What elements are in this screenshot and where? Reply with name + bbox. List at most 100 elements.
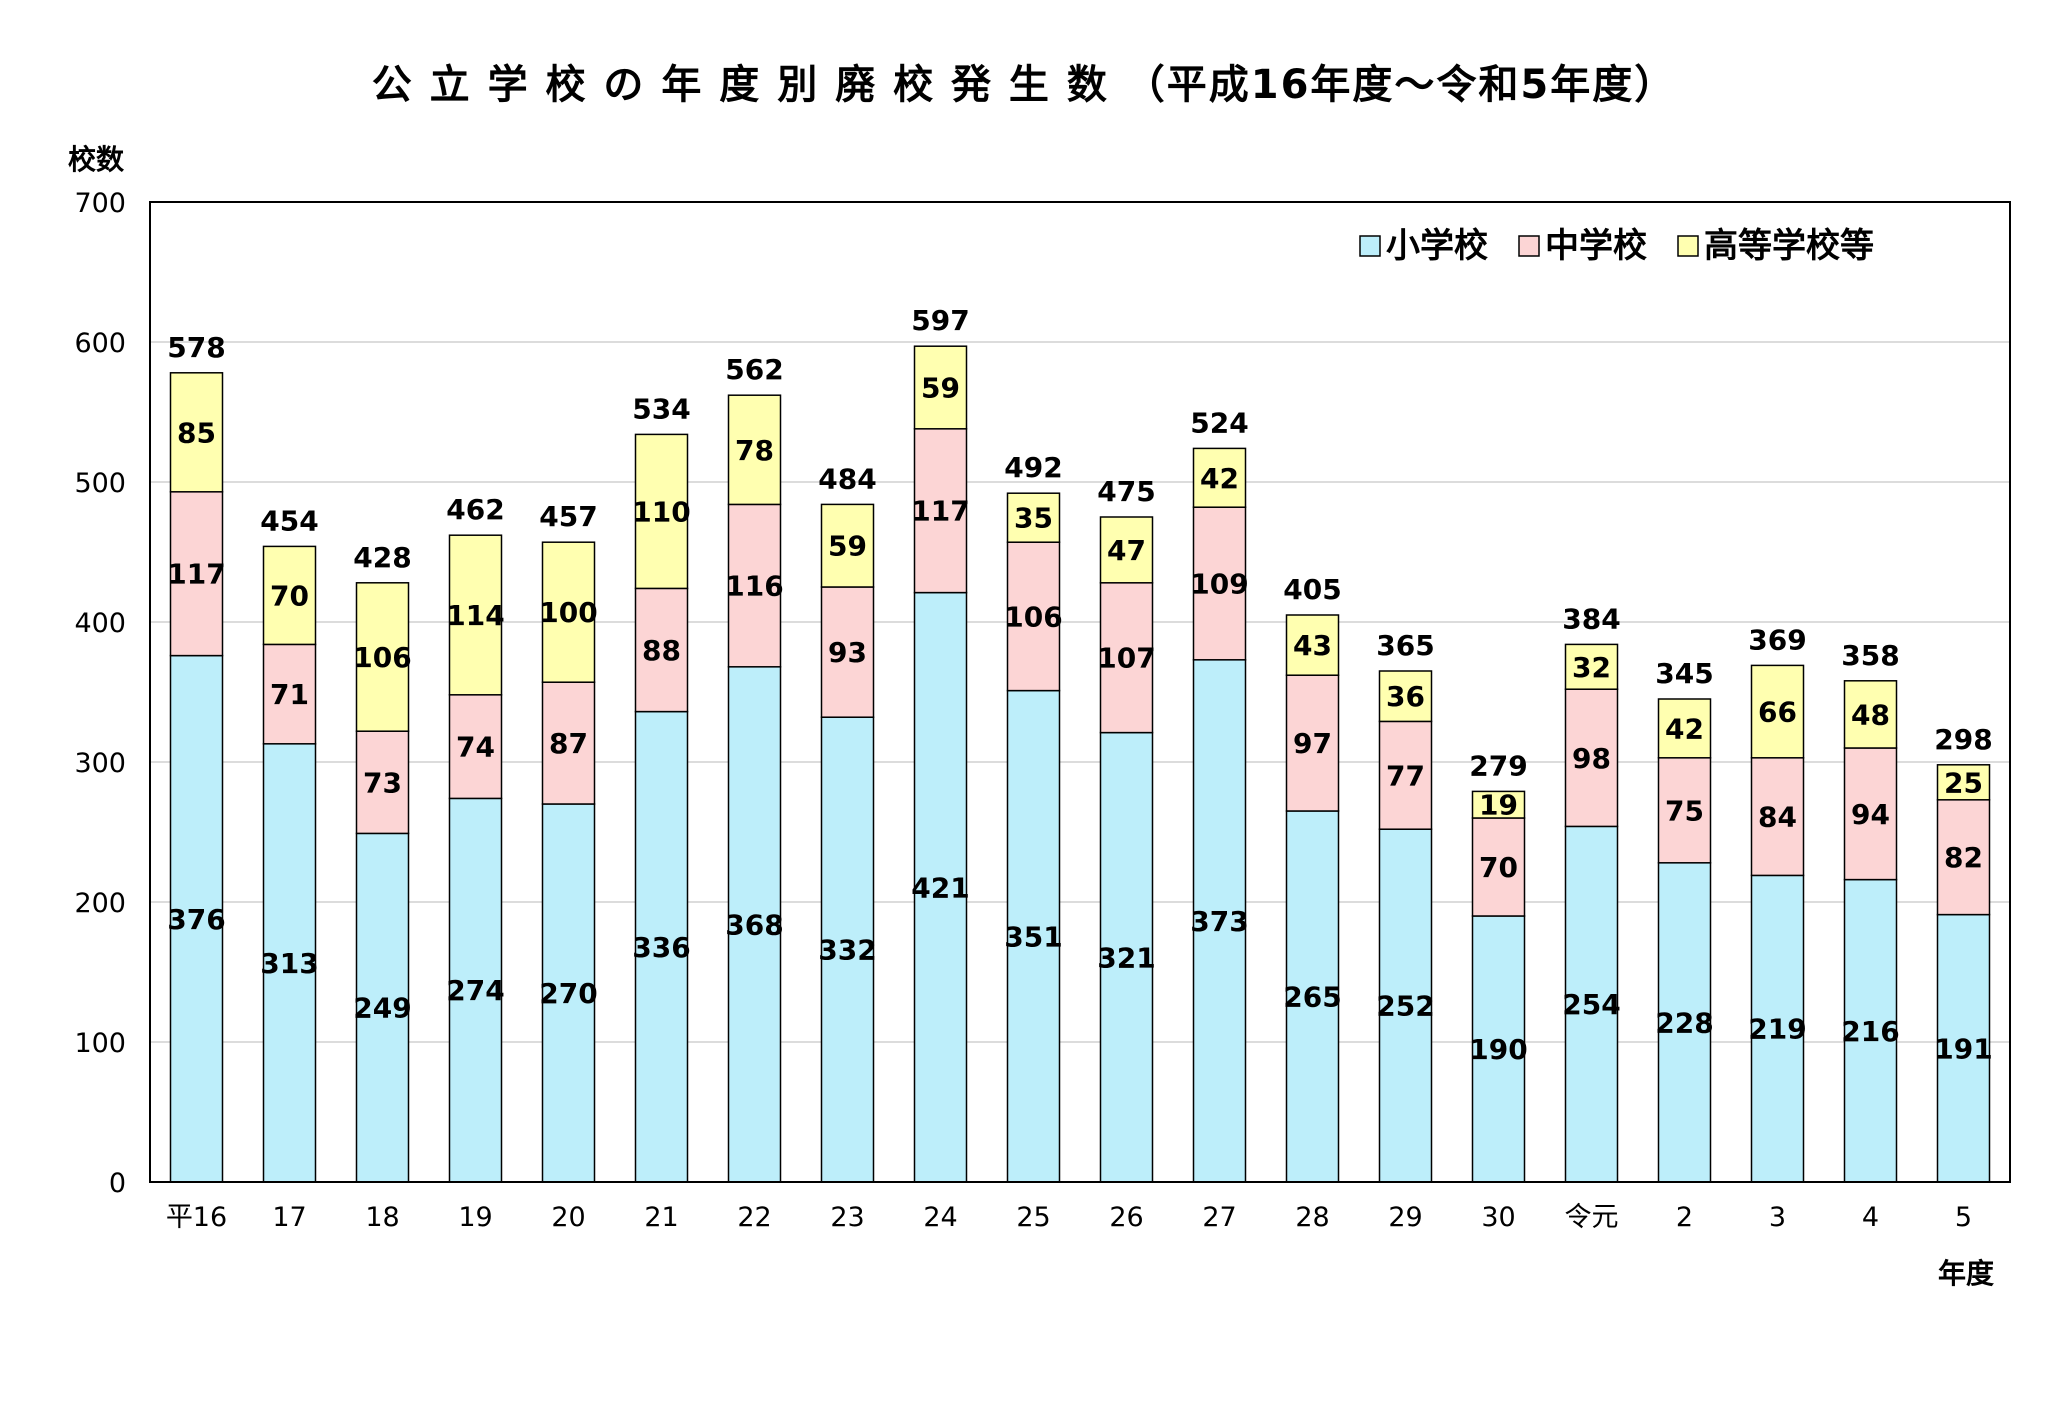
x-tick-label: 18 <box>365 1202 399 1233</box>
data-label: 75 <box>1665 794 1704 827</box>
bar-segment <box>1099 731 1154 1183</box>
bar-segment <box>1657 757 1712 864</box>
bar-segment <box>448 534 503 696</box>
bar-segment <box>820 716 875 1183</box>
x-tick-label: 30 <box>1481 1202 1515 1233</box>
bar-segment <box>1750 757 1805 877</box>
data-label: 59 <box>828 530 867 563</box>
chart-title: 公 立 学 校 の 年 度 別 廃 校 発 生 数 （平成16年度～令和5年度） <box>371 62 1677 108</box>
bar-segment <box>1099 516 1154 584</box>
data-label: 321 <box>1097 941 1155 974</box>
bar-segment <box>1192 447 1247 508</box>
bar-segment <box>169 654 224 1183</box>
legend-swatch <box>1359 235 1381 257</box>
bar-segment <box>541 541 596 683</box>
bar-segment <box>541 803 596 1183</box>
x-tick-label: 20 <box>551 1202 585 1233</box>
y-tick-label: 500 <box>74 468 126 499</box>
x-tick-label: 19 <box>458 1202 492 1233</box>
data-label: 97 <box>1293 727 1332 760</box>
bar-segment <box>1471 915 1526 1183</box>
gridlines <box>150 341 2010 1043</box>
bar-segment <box>448 694 503 800</box>
data-label: 274 <box>446 974 504 1007</box>
data-label: 25 <box>1944 766 1983 799</box>
x-tick-label: 3 <box>1769 1202 1786 1233</box>
bar-segment <box>262 643 317 745</box>
bar-segment <box>262 545 317 646</box>
x-axis-label: 年度 <box>1938 1257 1995 1290</box>
data-label: 110 <box>632 495 690 528</box>
data-label: 106 <box>1004 600 1062 633</box>
bar-segment <box>262 743 317 1183</box>
bar-segment <box>1564 825 1619 1183</box>
data-label: 77 <box>1386 759 1425 792</box>
data-label: 100 <box>539 596 597 629</box>
data-label: 254 <box>1562 988 1620 1021</box>
total-label: 597 <box>911 304 969 337</box>
data-label: 71 <box>270 678 309 711</box>
data-label: 78 <box>735 434 774 467</box>
data-label: 109 <box>1190 568 1248 601</box>
data-label: 36 <box>1386 680 1425 713</box>
data-label: 332 <box>818 934 876 967</box>
data-label: 373 <box>1190 905 1248 938</box>
y-tick-label: 700 <box>74 188 126 219</box>
total-label: 457 <box>539 500 597 533</box>
data-label: 73 <box>363 766 402 799</box>
data-label: 107 <box>1097 642 1155 675</box>
bars: 376 117 85 578 313 71 70 454 249 73 106 428 274 74 114… <box>167 304 1993 1183</box>
total-label: 384 <box>1562 602 1620 635</box>
bar-segment <box>448 797 503 1183</box>
bar-segment <box>541 681 596 805</box>
data-label: 114 <box>446 599 504 632</box>
bar-segment <box>355 582 410 732</box>
data-label: 252 <box>1376 990 1434 1023</box>
bar-segment <box>1843 747 1898 881</box>
data-label: 421 <box>911 871 969 904</box>
legend-entry: 中学校 <box>1545 226 1647 266</box>
bar-segment <box>1843 680 1898 749</box>
bar-segment <box>1564 643 1619 690</box>
y-tick-label: 400 <box>74 608 126 639</box>
data-label: 93 <box>828 636 867 669</box>
legend-entry: 小学校 <box>1386 226 1488 266</box>
legend-swatch <box>1518 235 1540 257</box>
data-label: 42 <box>1665 712 1704 745</box>
data-label: 74 <box>456 731 495 764</box>
data-label: 336 <box>632 931 690 964</box>
x-tick-label: 22 <box>737 1202 771 1233</box>
y-tick-label: 0 <box>109 1168 126 1199</box>
x-tick-label: 平16 <box>166 1202 227 1233</box>
data-label: 32 <box>1572 651 1611 684</box>
data-label: 66 <box>1758 696 1797 729</box>
total-label: 369 <box>1748 623 1806 656</box>
x-tick-label: 17 <box>272 1202 306 1233</box>
data-label: 88 <box>642 634 681 667</box>
x-tick-label: 29 <box>1388 1202 1422 1233</box>
bar-segment <box>1006 689 1061 1183</box>
data-label: 59 <box>921 372 960 405</box>
data-label: 47 <box>1107 534 1146 567</box>
bar-segment <box>913 345 968 430</box>
data-label: 85 <box>177 416 216 449</box>
x-tick-label: 5 <box>1955 1202 1972 1233</box>
data-label: 43 <box>1293 629 1332 662</box>
bar-segment <box>1192 659 1247 1183</box>
x-tick-label: 28 <box>1295 1202 1329 1233</box>
x-tick-label: 21 <box>644 1202 678 1233</box>
plot-area-border <box>149 201 2011 1183</box>
data-label: 82 <box>1944 841 1983 874</box>
bar-segment <box>1378 720 1433 830</box>
data-label: 48 <box>1851 698 1890 731</box>
x-axis-ticks: 平16 17 18 19 20 21 22 23 24 25 26 27 28 29 30 令元 2 3 4 5 <box>166 1202 1972 1233</box>
bar-segment <box>1936 913 1991 1183</box>
bar-segment <box>1378 670 1433 723</box>
data-label: 98 <box>1572 742 1611 775</box>
x-tick-label: 23 <box>830 1202 864 1233</box>
total-label: 428 <box>353 541 411 574</box>
data-label: 117 <box>167 558 225 591</box>
total-label: 279 <box>1469 749 1527 782</box>
bar-segment <box>1006 541 1061 692</box>
